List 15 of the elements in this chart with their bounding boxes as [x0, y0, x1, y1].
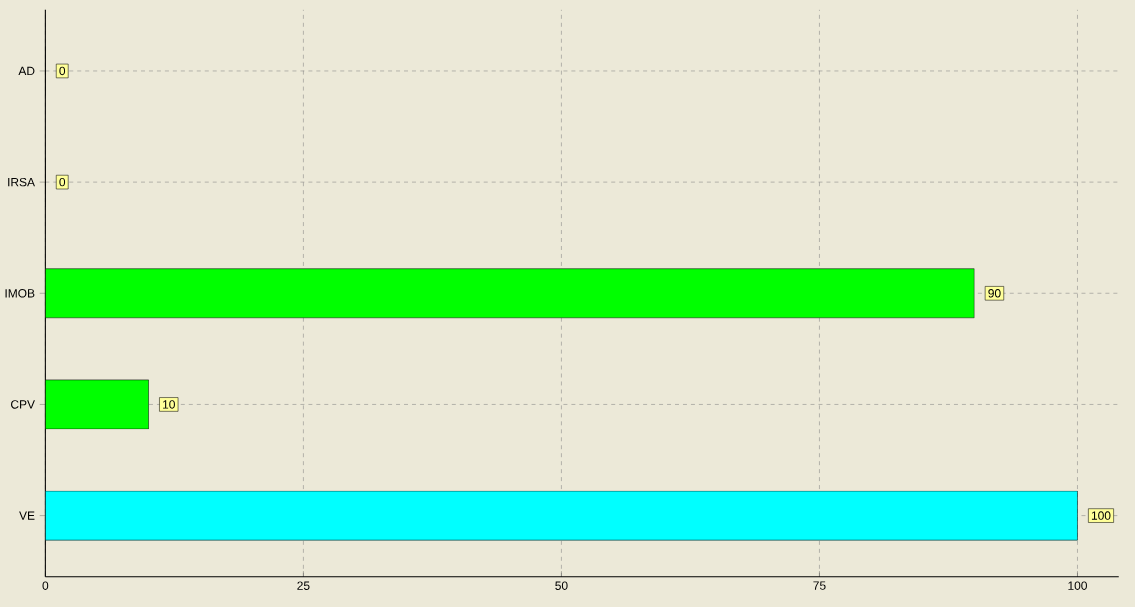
y-tick-label: IRSA: [8, 177, 35, 187]
y-tick-label: AD: [18, 66, 35, 76]
data-label: 10: [163, 400, 175, 409]
data-label: 0: [59, 66, 66, 76]
data-label: 0: [59, 177, 66, 187]
data-label: 100: [1091, 511, 1111, 520]
y-tick-label: IMOB: [5, 289, 35, 298]
data-label: 90: [988, 289, 1001, 298]
x-tick-label: 0: [42, 581, 49, 590]
x-tick-label: 100: [1068, 581, 1087, 590]
x-tick-label: 50: [555, 581, 568, 590]
y-tick-label: CPV: [11, 400, 35, 409]
y-tick-label: VE: [19, 511, 35, 520]
x-tick-label: 75: [813, 581, 826, 590]
x-tick-label: 25: [297, 581, 310, 590]
